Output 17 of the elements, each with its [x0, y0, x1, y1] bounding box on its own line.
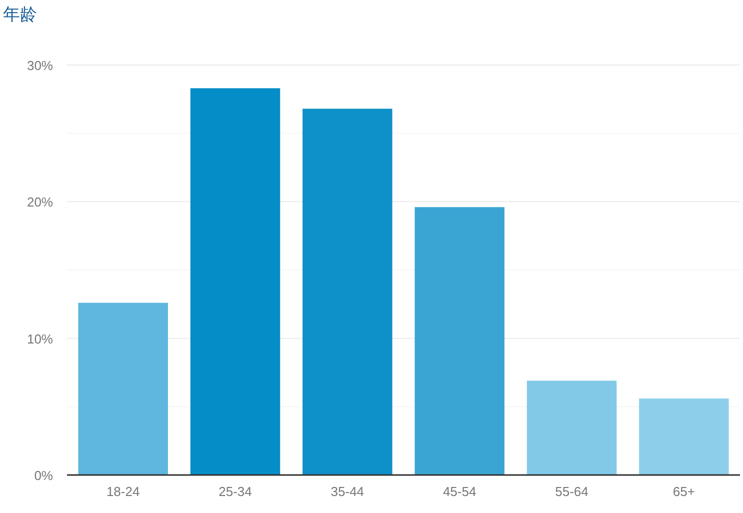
bar [414, 207, 504, 475]
chart-title: 年龄 [3, 5, 37, 24]
y-tick-label: 10% [26, 331, 54, 346]
y-tick-label: 0% [34, 468, 54, 483]
bar [526, 380, 617, 475]
y-tick-label: 20% [26, 194, 54, 210]
x-tick-label: 18-24 [106, 484, 140, 499]
x-tick-label: 35-44 [330, 484, 364, 499]
x-tick-label: 45-54 [442, 484, 476, 499]
x-tick-label: 65+ [672, 484, 695, 499]
x-tick-label: 55-64 [555, 484, 588, 499]
bar [639, 398, 729, 475]
y-tick-label: 30% [26, 58, 54, 73]
bar [78, 302, 168, 475]
x-tick-label: 25-34 [218, 484, 252, 499]
bar [190, 88, 280, 475]
bar [302, 108, 392, 475]
